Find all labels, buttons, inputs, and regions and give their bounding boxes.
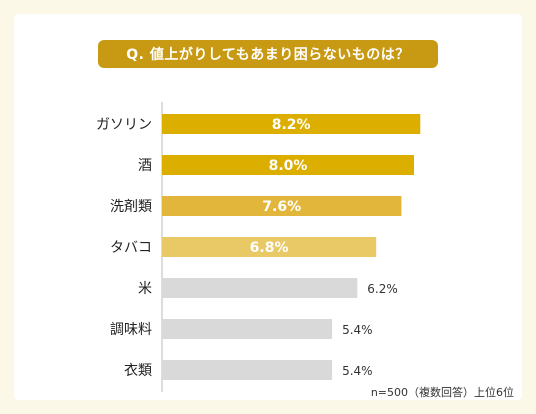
bar-4 bbox=[162, 278, 358, 298]
data-label: 8.0% bbox=[269, 158, 308, 174]
bar-0 bbox=[162, 114, 421, 134]
chart-title-text: Q. 値上がりしてもあまり困らないものは？ bbox=[126, 47, 410, 63]
category-label: 酒 bbox=[138, 158, 152, 174]
bar-2 bbox=[162, 196, 402, 216]
category-label: 米 bbox=[138, 281, 152, 297]
bar-1 bbox=[162, 155, 414, 175]
data-label: 7.6% bbox=[262, 199, 301, 215]
data-label: 5.4% bbox=[342, 323, 373, 337]
category-label: 調味料 bbox=[110, 322, 152, 338]
category-label: ガソリン bbox=[96, 117, 152, 133]
chart-title: Q. 値上がりしてもあまり困らないものは？ bbox=[98, 40, 438, 68]
category-label: 衣類 bbox=[124, 363, 152, 379]
sample-note: n=500（複数回答）上位6位 bbox=[370, 386, 514, 399]
bar-3 bbox=[162, 237, 377, 257]
bar-6 bbox=[162, 360, 333, 380]
data-label: 6.2% bbox=[367, 282, 398, 296]
data-label: 8.2% bbox=[272, 117, 311, 133]
data-label: 6.8% bbox=[250, 240, 289, 256]
category-label: 洗剤類 bbox=[110, 199, 152, 215]
category-label: タバコ bbox=[110, 240, 152, 256]
bar-5 bbox=[162, 319, 333, 339]
data-label: 5.4% bbox=[342, 364, 373, 378]
